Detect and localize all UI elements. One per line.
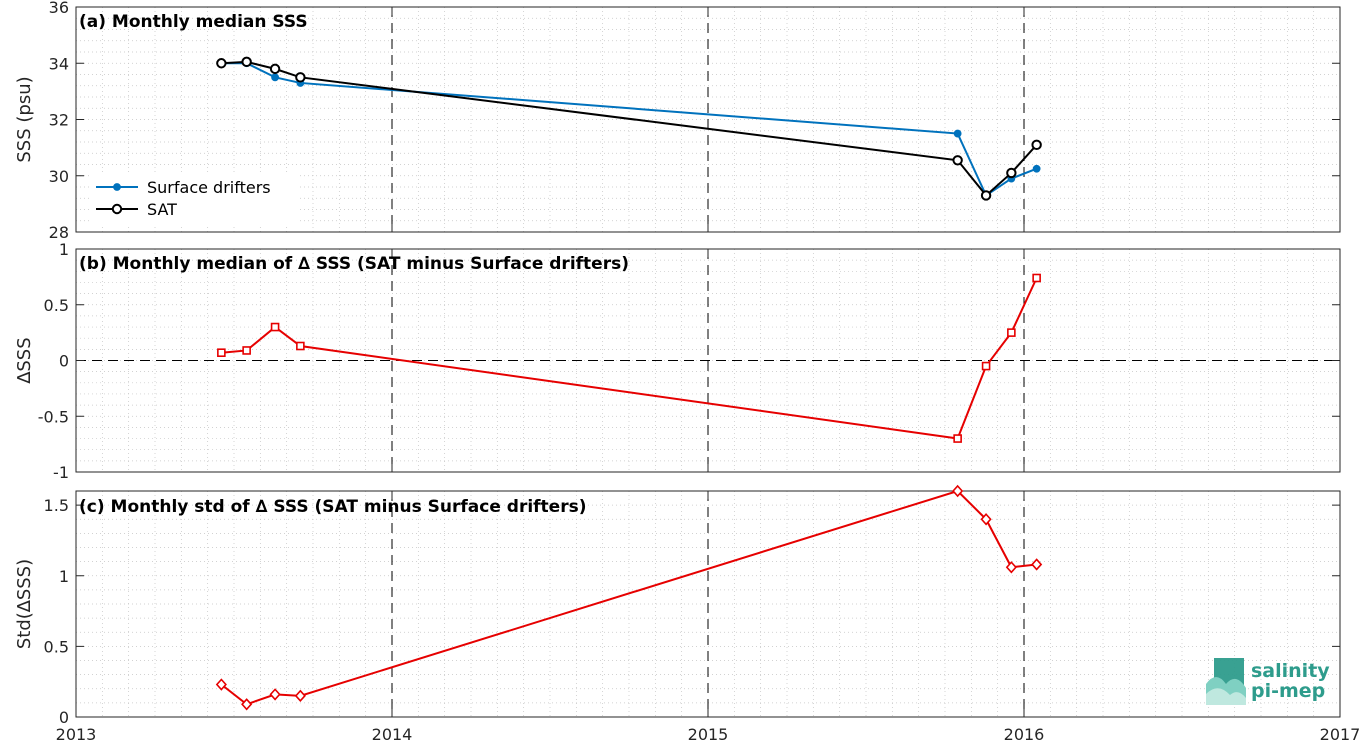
y-tick-label: 34 [49, 54, 69, 73]
data-point [242, 346, 251, 355]
data-point [1032, 164, 1041, 173]
panel-b: -1 -0.5 0 0.5 1 ∆SSS (b) Monthly median of ∆ S… [14, 240, 1341, 482]
x-tick-label: 2015 [688, 725, 729, 744]
y-tick-label: -0.5 [38, 407, 69, 426]
data-point [953, 129, 962, 138]
data-point [952, 484, 964, 498]
data-point [1006, 167, 1017, 179]
x-tick-label: 2014 [372, 725, 413, 744]
data-point [953, 434, 962, 443]
legend-marker [111, 203, 123, 215]
series-1 [216, 56, 1042, 201]
y-tick-label: -1 [53, 463, 69, 482]
panel-title: (c) Monthly std of ∆ SSS (SAT minus Surf… [79, 497, 586, 517]
panel-c: 0 0.5 1 1.5 2013 2014 2015 2016 2017 Std(∆SSS) (c)… [14, 484, 1361, 744]
y-axis-label: ∆SSS [14, 337, 35, 384]
data-point [241, 698, 253, 711]
y-tick-label: 32 [49, 111, 69, 130]
data-point [215, 678, 227, 691]
data-point [981, 361, 991, 371]
x-tick-label: 2017 [1320, 725, 1361, 744]
data-point [1031, 558, 1043, 571]
data-point [216, 58, 227, 69]
legend-entry: SAT [147, 200, 177, 219]
legend: Surface drifters SAT [90, 175, 298, 225]
data-point [270, 322, 280, 332]
data-point [980, 513, 992, 526]
series-line [220, 489, 1037, 706]
legend-entry: Surface drifters [147, 178, 271, 197]
y-tick-label: 0.5 [44, 637, 69, 656]
series-0 [217, 273, 1041, 443]
panel-a: 28 30 32 34 36 SSS (psu) (a) Monthly median SS… [14, 0, 1341, 242]
logo-text-line1: salinity [1251, 660, 1330, 682]
x-tick-label: 2013 [56, 725, 97, 744]
y-tick-label: 1.5 [44, 496, 69, 515]
x-tick-label: 2016 [1004, 725, 1045, 744]
y-tick-label: 0 [59, 352, 69, 371]
data-point [1032, 273, 1041, 283]
data-point [1007, 328, 1016, 337]
data-point [241, 56, 252, 68]
data-point [952, 155, 963, 166]
series-line [221, 277, 1038, 440]
data-point [294, 689, 306, 703]
legend-marker [113, 183, 121, 191]
data-point [980, 190, 992, 201]
logo-text-line2: pi-mep [1251, 680, 1325, 702]
y-tick-label: 36 [49, 0, 69, 17]
series-line [221, 62, 1038, 197]
data-point [271, 73, 279, 82]
data-point [296, 341, 305, 351]
data-point [269, 63, 281, 75]
legend-box [90, 175, 298, 225]
y-tick-label: 28 [49, 223, 69, 242]
data-point [217, 348, 226, 357]
panel-title: (b) Monthly median of ∆ SSS (SAT minus S… [79, 254, 629, 274]
y-axis-label: Std(∆SSS) [14, 559, 35, 649]
salinity-pi-mep-logo: salinity pi-mep [1206, 658, 1330, 705]
y-tick-label: 30 [49, 167, 69, 186]
data-point [295, 72, 306, 83]
y-tick-label: 0.5 [44, 296, 69, 315]
data-point [1005, 561, 1017, 574]
y-tick-label: 0 [59, 708, 69, 727]
wave-logo-icon [1206, 658, 1246, 705]
data-point [1031, 139, 1042, 151]
panel-title: (a) Monthly median SSS [79, 12, 308, 32]
y-tick-label: 1 [59, 567, 69, 586]
y-tick-label: 1 [59, 240, 69, 259]
data-point [269, 688, 281, 701]
y-axis-label: SSS (psu) [14, 76, 35, 162]
series-0 [215, 484, 1043, 711]
